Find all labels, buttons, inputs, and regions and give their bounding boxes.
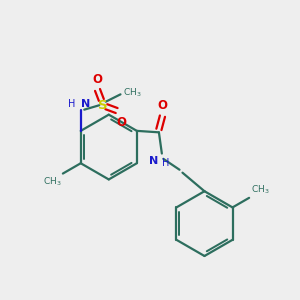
Text: H: H [68,99,75,109]
Text: CH$_3$: CH$_3$ [43,175,62,188]
Text: CH$_3$: CH$_3$ [123,87,142,99]
Text: CH$_3$: CH$_3$ [251,184,270,197]
Text: H: H [162,158,169,168]
Text: N: N [81,99,90,109]
Text: O: O [158,99,167,112]
Text: N: N [149,157,158,166]
Text: O: O [116,116,126,129]
Text: O: O [92,73,103,85]
Text: S: S [98,99,108,112]
